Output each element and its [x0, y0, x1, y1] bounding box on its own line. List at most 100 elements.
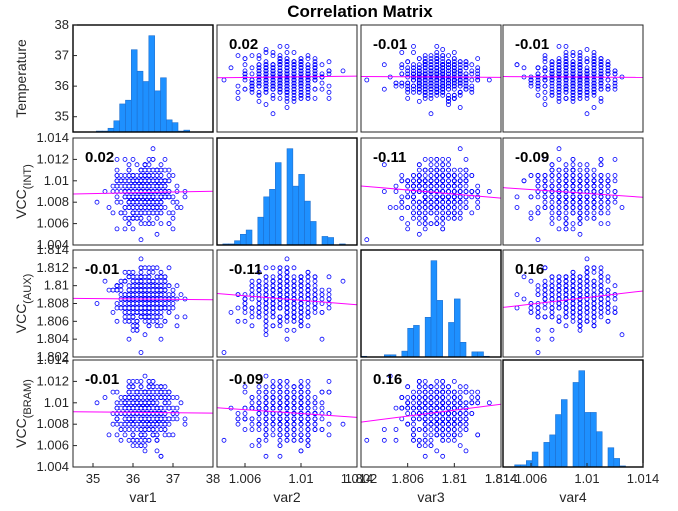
scatter-point — [577, 96, 583, 101]
scatter-point — [457, 68, 463, 74]
scatter-point — [475, 68, 481, 74]
scatter-point — [411, 50, 416, 55]
scatter-point — [249, 278, 255, 284]
scatter-point — [434, 162, 440, 168]
scatter-point — [556, 314, 562, 320]
scatter-point — [451, 199, 457, 205]
histogram-bar — [136, 70, 144, 132]
scatter-point — [228, 65, 234, 71]
scatter-point — [142, 221, 148, 227]
scatter-point — [118, 305, 124, 311]
scatter-point — [305, 314, 311, 320]
scatter-point — [422, 92, 428, 98]
scatter-point — [570, 283, 576, 289]
scatter-point — [138, 278, 144, 284]
scatter-point — [154, 292, 160, 298]
panel-plot-area — [503, 44, 643, 117]
scatter-point — [422, 194, 428, 200]
scatter-point — [284, 89, 290, 95]
scatter-point — [591, 80, 597, 86]
scatter-point — [542, 65, 548, 71]
scatter-point — [170, 210, 176, 216]
scatter-point — [126, 178, 132, 184]
scatter-point — [411, 83, 416, 89]
scatter-point — [556, 292, 562, 298]
scatter-point — [405, 59, 411, 65]
scatter-point — [158, 167, 164, 173]
scatter-point — [563, 199, 569, 205]
scatter-point — [110, 287, 116, 293]
scatter-point — [138, 183, 144, 189]
scatter-point — [154, 215, 160, 221]
scatter-point — [428, 221, 434, 227]
scatter-point — [298, 309, 304, 315]
scatter-point — [126, 292, 132, 298]
scatter-point — [118, 173, 124, 178]
histogram-bar — [310, 221, 317, 245]
scatter-point — [514, 292, 520, 298]
scatter-point — [134, 318, 140, 324]
scatter-point — [584, 309, 590, 315]
scatter-point — [440, 167, 446, 173]
scatter-point — [563, 210, 569, 216]
scatter-point — [475, 199, 481, 205]
scatter-point — [154, 189, 160, 194]
scatter-point — [570, 86, 576, 92]
scatter-point — [577, 292, 583, 298]
scatter-point — [542, 296, 548, 302]
scatter-point — [126, 287, 132, 293]
scatter-point — [577, 68, 583, 74]
scatter-point — [598, 62, 604, 68]
scatter-point — [130, 194, 136, 200]
scatter-point — [475, 189, 481, 194]
scatter-point — [475, 194, 481, 200]
scatter-point — [577, 305, 583, 311]
scatter-point — [162, 167, 168, 173]
scatter-point — [174, 323, 180, 329]
scatter-point — [134, 173, 140, 178]
scatter-point — [591, 278, 597, 284]
scatter-point — [142, 305, 148, 311]
scatter-point — [405, 65, 411, 71]
scatter-point — [556, 96, 562, 101]
scatter-point — [166, 265, 172, 271]
histogram-bar — [459, 341, 467, 357]
scatter-point — [577, 194, 583, 200]
scatter-point — [440, 221, 446, 227]
scatter-point — [158, 336, 164, 342]
scatter-point — [263, 301, 269, 306]
scatter-point — [428, 167, 434, 173]
scatter-point — [446, 59, 451, 65]
scatter-point — [570, 178, 576, 184]
scatter-point — [142, 162, 148, 168]
scatter-point — [591, 183, 597, 189]
scatter-point — [146, 173, 152, 178]
scatter-point — [284, 77, 290, 83]
scatter-point — [298, 62, 304, 68]
scatter-point — [416, 65, 422, 71]
scatter-point — [134, 162, 140, 168]
scatter-point — [284, 327, 290, 333]
scatter-point — [563, 44, 569, 49]
scatter-point — [563, 68, 569, 74]
scatter-point — [434, 199, 440, 205]
scatter-point — [242, 301, 248, 306]
scatter-point — [284, 99, 290, 104]
scatter-point — [440, 68, 446, 74]
scatter-point — [126, 221, 132, 227]
scatter-point — [150, 146, 156, 152]
scatter-point — [146, 162, 152, 168]
scatter-point — [446, 215, 451, 221]
scatter-point — [399, 71, 405, 77]
scatter-point — [158, 269, 164, 275]
scatter-point — [263, 323, 269, 329]
scatter-point — [221, 350, 227, 355]
scatter-point — [270, 274, 276, 280]
scatter-point — [284, 92, 290, 98]
scatter-point — [256, 287, 262, 293]
scatter-point — [162, 432, 168, 438]
scatter-point — [162, 183, 168, 189]
scatter-point — [577, 62, 583, 68]
scatter-point — [126, 274, 132, 280]
scatter-point — [235, 96, 241, 101]
